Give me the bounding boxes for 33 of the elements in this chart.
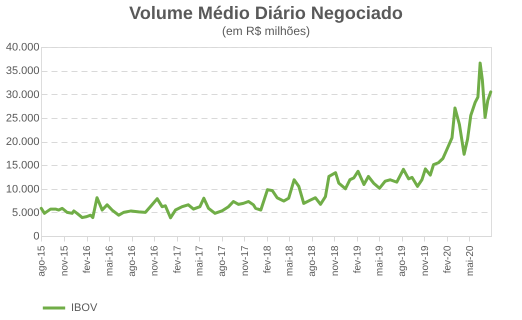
x-tick-label: fev-18 [262,245,274,274]
y-tick-label: 20.000 [6,136,40,148]
x-tick-label: ago-15 [36,245,48,277]
legend-label: IBOV [71,302,98,314]
x-tick-label: fev-17 [172,245,184,274]
y-tick-label: 5.000 [12,206,40,219]
x-tick-label: fev-16 [82,245,94,274]
x-tick-label: fev-20 [442,245,454,274]
x-tick-label: nov-19 [420,245,431,276]
x-tick-label: mai-19 [374,245,386,276]
chart-title: Volume Médio Diário Negociado [129,3,403,23]
y-tick-label: 25.000 [6,112,40,124]
x-tick-label: ago-19 [397,245,408,277]
x-tick-label: nov-17 [240,245,251,276]
line-series [40,62,492,220]
y-tick-label: 0 [33,230,40,242]
x-tick-label: ago-17 [217,245,228,277]
x-tick-label: mai-16 [104,245,116,276]
x-tick-label: fev-19 [352,245,364,274]
y-tick-label: 15.000 [6,160,40,172]
y-tick-label: 10.000 [6,183,40,196]
chart-subtitle: (em R$ milhões) [222,24,310,38]
x-tick-label: mai-20 [464,245,476,276]
x-tick-label: nov-16 [150,245,161,276]
x-tick-label: mai-18 [284,245,296,276]
y-tick-label: 30.000 [6,88,40,101]
x-tick-label: nov-15 [59,245,70,276]
x-tick-label: nov-18 [330,245,341,276]
x-tick-label: ago-16 [127,245,138,277]
x-tick-label: ago-18 [307,245,318,277]
y-tick-label: 35.000 [6,65,40,78]
y-tick-label: 40.000 [6,42,40,54]
x-tick-label: mai-17 [194,245,206,276]
